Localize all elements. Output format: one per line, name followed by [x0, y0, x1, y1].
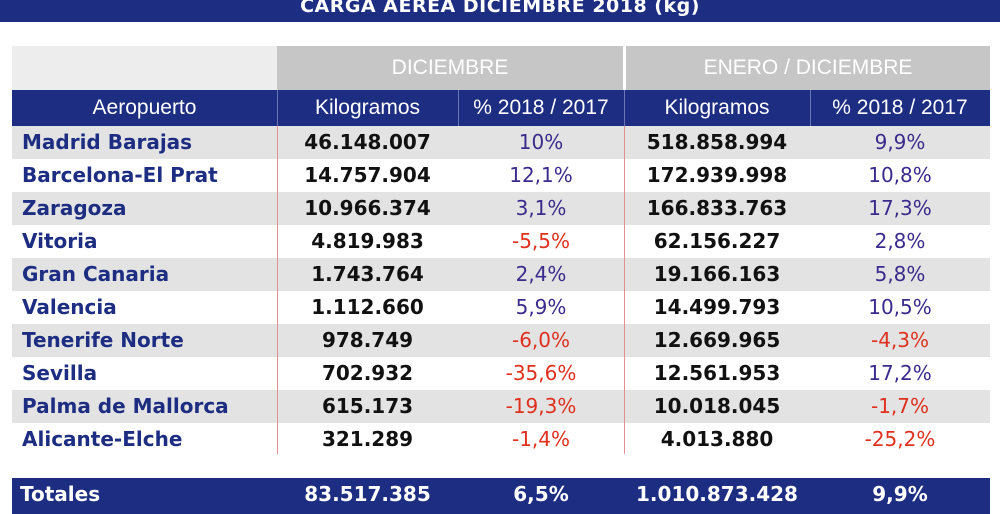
kg-ytd: 12.669.965: [653, 328, 781, 352]
kg-month: 14.757.904: [304, 163, 431, 187]
pct-ytd: 17,3%: [868, 196, 932, 220]
kg-ytd: 172.939.998: [646, 163, 788, 187]
airport-name: Valencia: [22, 295, 117, 319]
kg-month: 46.148.007: [304, 130, 431, 154]
column-header-airport: Aeropuerto: [92, 96, 197, 119]
group-header-gap: [623, 46, 626, 90]
pct-month: -5,5%: [511, 229, 571, 253]
group-header-ytd: ENERO / DICIEMBRE: [626, 46, 990, 90]
totals-label: Totales: [20, 482, 101, 506]
kg-ytd: 12.561.953: [653, 361, 781, 385]
airport-name: Tenerife Norte: [22, 328, 184, 352]
kg-ytd: 14.499.793: [653, 295, 781, 319]
totals-pct-month: 6,5%: [513, 482, 569, 506]
kg-ytd: 4.013.880: [660, 427, 774, 451]
pct-month: -19,3%: [505, 394, 577, 418]
airport-name: Gran Canaria: [22, 262, 170, 286]
kg-ytd: 518.858.994: [646, 130, 788, 154]
kg-month: 702.932: [321, 361, 414, 385]
table-row: Alicante-Elche 321.289 -1,4% 4.013.880 -…: [12, 423, 990, 456]
page-title: CARGA AEREA DICIEMBRE 2018 (kg): [0, 0, 1000, 22]
airport-name: Alicante-Elche: [22, 427, 183, 451]
header-divider: [810, 90, 811, 126]
table-row: Tenerife Norte 978.749 -6,0% 12.669.965 …: [12, 324, 990, 357]
table-row: Palma de Mallorca 615.173 -19,3% 10.018.…: [12, 390, 990, 423]
airport-name: Vitoria: [22, 229, 98, 253]
pct-month: 10%: [518, 130, 564, 154]
pct-month: 12,1%: [509, 163, 573, 187]
column-header-pct-ytd: % 2018 / 2017: [832, 96, 968, 119]
airport-name: Barcelona-El Prat: [22, 163, 218, 187]
airport-name: Zaragoza: [22, 196, 127, 220]
pct-ytd: -25,2%: [864, 427, 936, 451]
pct-ytd: -4,3%: [870, 328, 930, 352]
column-header-kg-month: Kilogramos: [314, 96, 421, 119]
pct-month: -1,4%: [511, 427, 571, 451]
kg-ytd: 10.018.045: [653, 394, 781, 418]
totals-kg-month: 83.517.385: [304, 482, 431, 506]
column-header-pct-month: % 2018 / 2017: [473, 96, 609, 119]
table-row: Zaragoza 10.966.374 3,1% 166.833.763 17,…: [12, 192, 990, 225]
header-divider: [458, 90, 459, 126]
kg-month: 321.289: [321, 427, 414, 451]
column-divider: [277, 126, 278, 454]
pct-ytd: 2,8%: [874, 229, 926, 253]
pct-month: -35,6%: [505, 361, 577, 385]
kg-month: 1.112.660: [311, 295, 424, 319]
kg-ytd: 62.156.227: [653, 229, 781, 253]
table-row: Vitoria 4.819.983 -5,5% 62.156.227 2,8%: [12, 225, 990, 258]
totals-kg-ytd: 1.010.873.428: [636, 482, 798, 506]
table-row: Gran Canaria 1.743.764 2,4% 19.166.163 5…: [12, 258, 990, 291]
table-row: Barcelona-El Prat 14.757.904 12,1% 172.9…: [12, 159, 990, 192]
table-row: Sevilla 702.932 -35,6% 12.561.953 17,2%: [12, 357, 990, 390]
kg-month: 978.749: [321, 328, 414, 352]
kg-ytd: 19.166.163: [653, 262, 781, 286]
pct-month: 5,9%: [515, 295, 567, 319]
pct-month: 2,4%: [515, 262, 567, 286]
group-header-month: DICIEMBRE: [277, 46, 623, 90]
kg-month: 1.743.764: [311, 262, 424, 286]
pct-ytd: 9,9%: [874, 130, 926, 154]
pct-ytd: 5,8%: [874, 262, 926, 286]
airport-name: Sevilla: [22, 361, 98, 385]
pct-ytd: 10,8%: [868, 163, 932, 187]
table-row: Valencia 1.112.660 5,9% 14.499.793 10,5%: [12, 291, 990, 324]
kg-month: 4.819.983: [311, 229, 424, 253]
table-row: Madrid Barajas 46.148.007 10% 518.858.99…: [12, 126, 990, 159]
column-header-bar: [12, 90, 990, 126]
pct-ytd: -1,7%: [870, 394, 930, 418]
kg-month: 10.966.374: [304, 196, 431, 220]
pct-ytd: 17,2%: [868, 361, 932, 385]
totals-pct-ytd: 9,9%: [872, 482, 928, 506]
pct-month: -6,0%: [511, 328, 571, 352]
kg-ytd: 166.833.763: [646, 196, 788, 220]
airport-name: Madrid Barajas: [22, 130, 193, 154]
header-divider: [277, 90, 278, 126]
pct-month: 3,1%: [515, 196, 567, 220]
group-header-blank: [12, 46, 277, 90]
column-header-kg-ytd: Kilogramos: [664, 96, 770, 119]
pct-ytd: 10,5%: [868, 295, 932, 319]
airport-name: Palma de Mallorca: [22, 394, 229, 418]
kg-month: 615.173: [321, 394, 414, 418]
column-divider: [624, 126, 625, 454]
header-divider: [624, 90, 625, 126]
